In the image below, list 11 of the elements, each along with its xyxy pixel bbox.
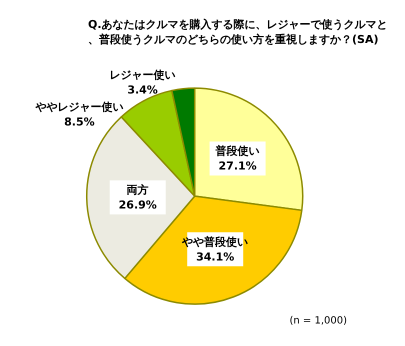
slice-label: 両方 xyxy=(126,183,149,196)
slice-label: レジャー使い xyxy=(110,68,176,82)
data-label: 27.1% xyxy=(218,160,257,173)
data-label: 3.4% xyxy=(127,84,158,97)
data-label: 26.9% xyxy=(118,198,157,212)
slice-label: ややレジャー使い xyxy=(34,100,124,114)
slice-label: 普段使い xyxy=(214,144,260,158)
data-label: 34.1% xyxy=(196,250,234,264)
data-label: 8.5% xyxy=(64,116,95,129)
chart-title: Q.あなたはクルマを購入する際に、レジャーで使うクルマと、普段使うクルマのどちらの使い方を重視しますか？(SA) xyxy=(88,18,388,46)
text: (n = 1,000) xyxy=(289,316,348,326)
